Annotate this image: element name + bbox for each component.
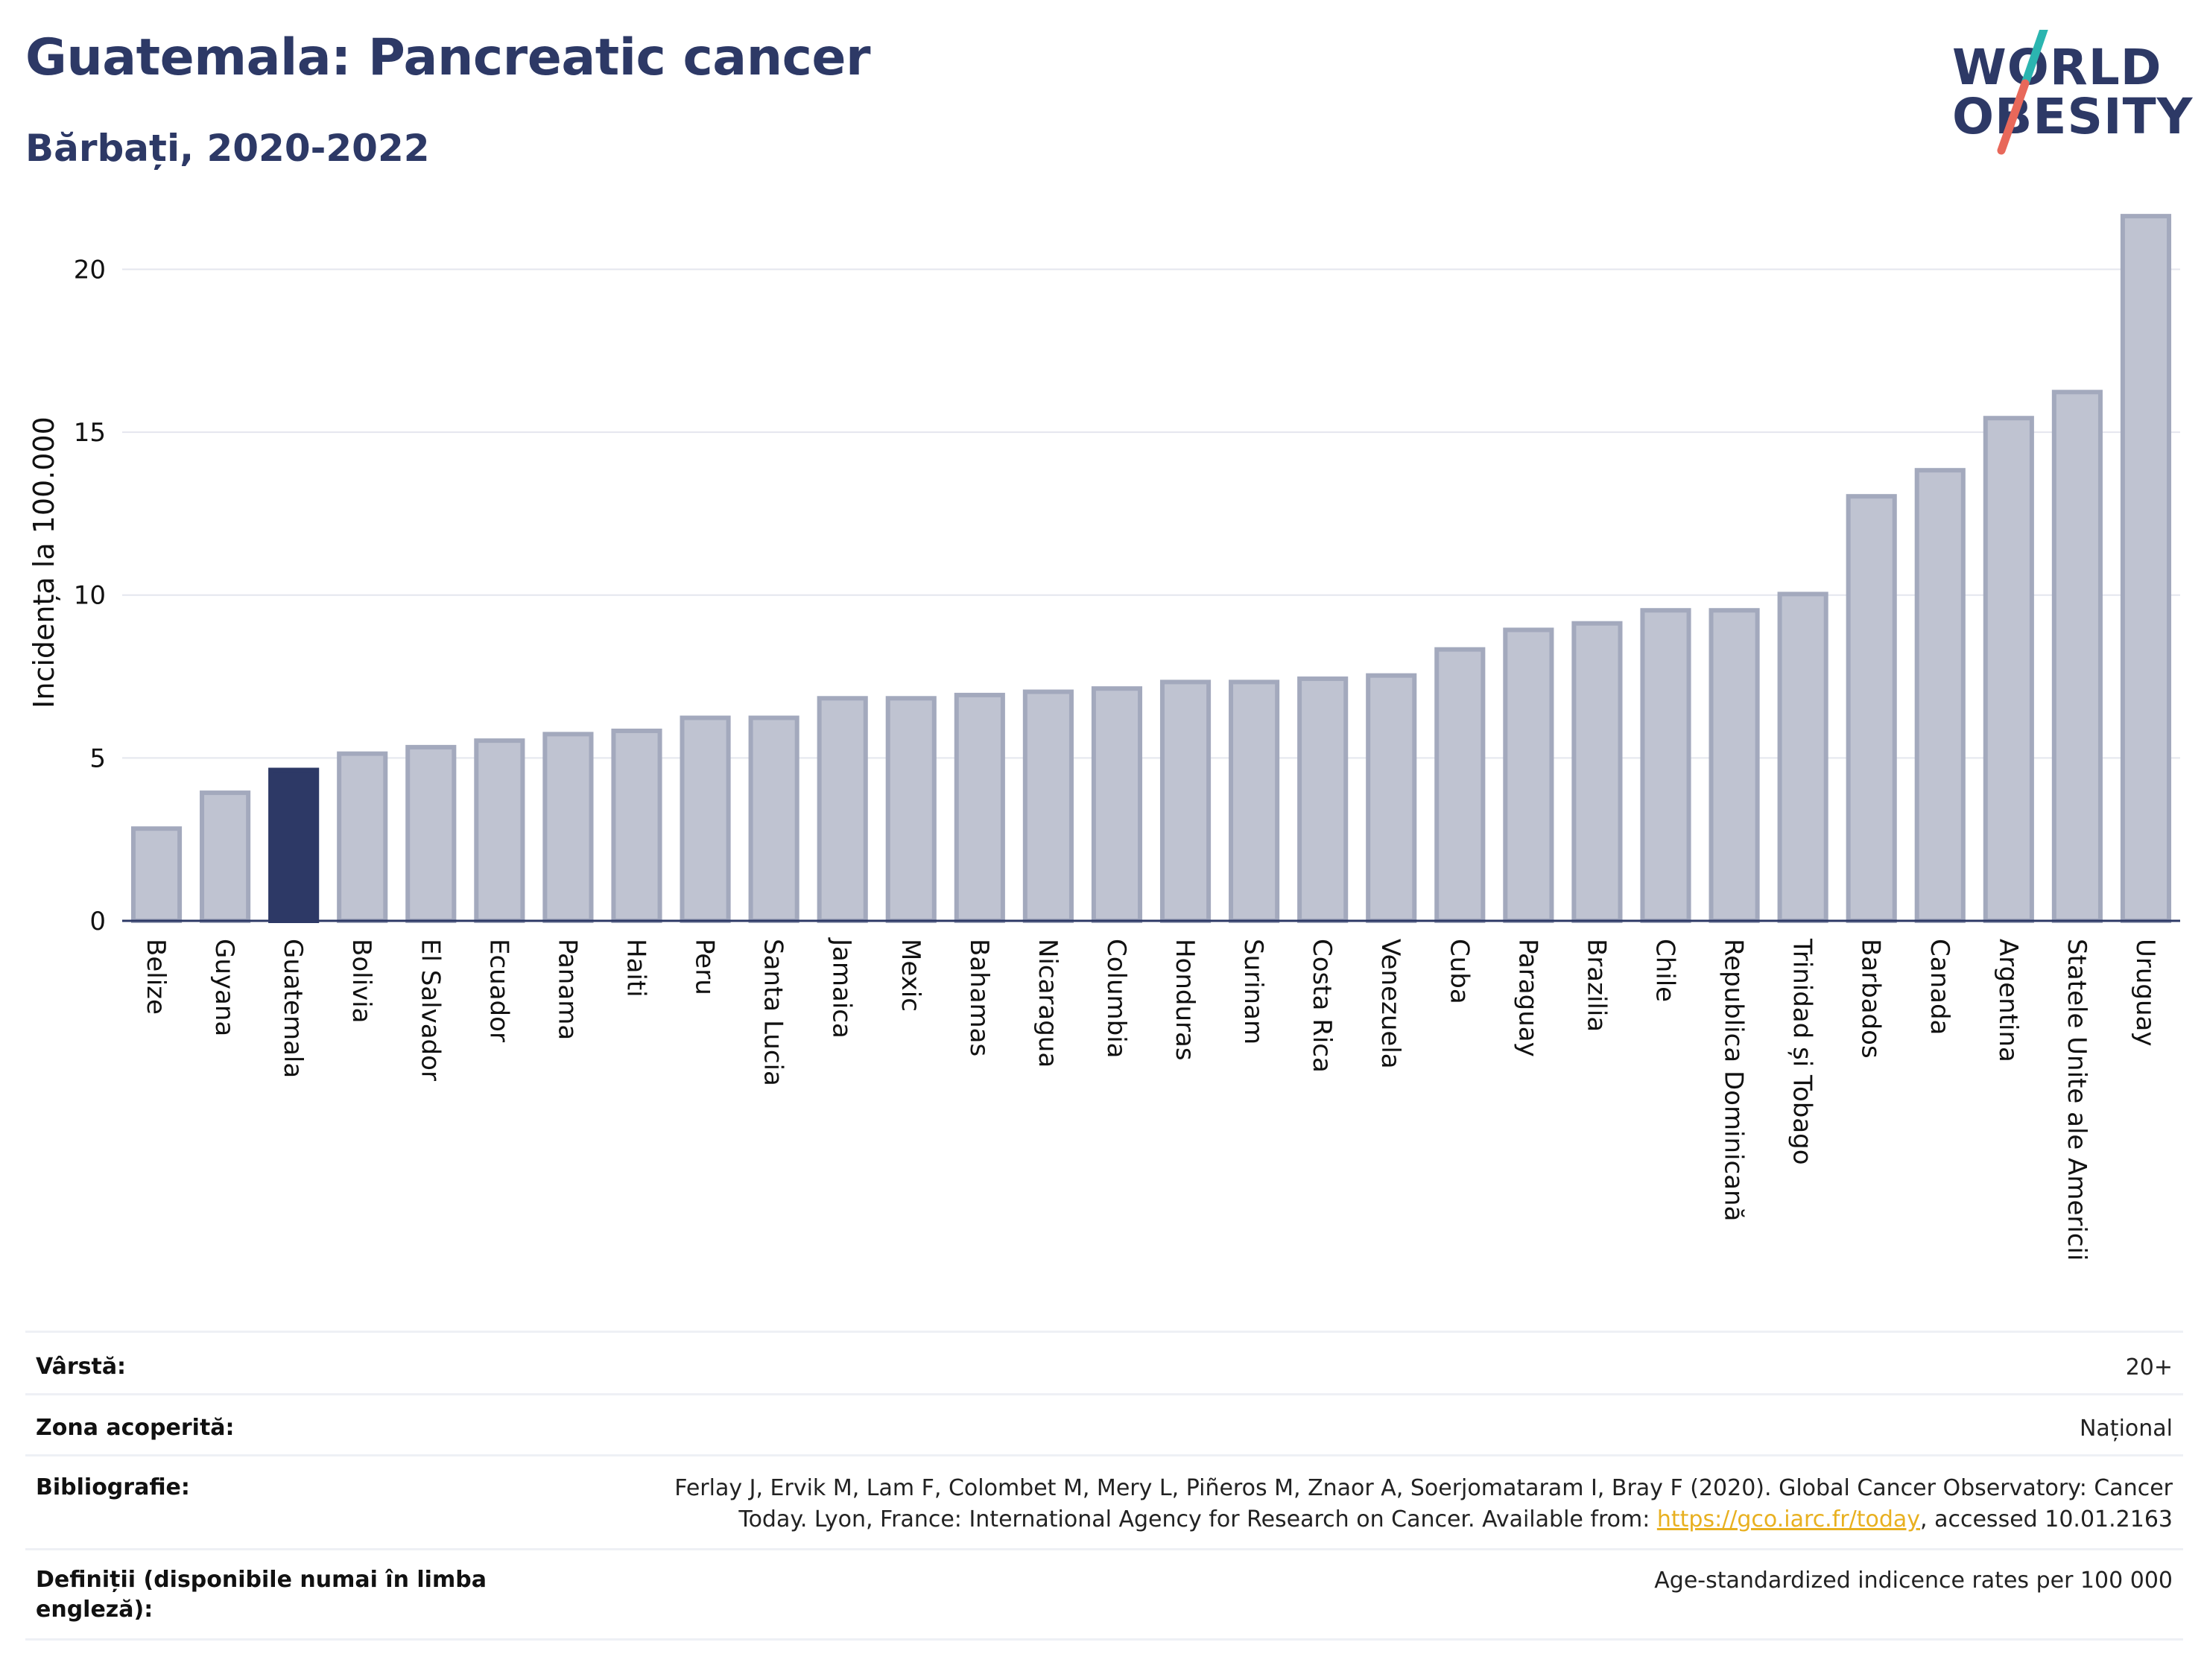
bar	[817, 696, 868, 923]
bar	[748, 715, 799, 923]
bar	[954, 692, 1005, 924]
info-row-age: Vârstă: 20+	[25, 1331, 2183, 1393]
bar	[1503, 627, 1554, 923]
x-tick-label: Ecuador	[484, 939, 513, 1042]
x-tick-label: Nicaragua	[1033, 939, 1063, 1068]
x-tick-label: Guatemala	[278, 939, 308, 1078]
x-tick-label: Haiti	[621, 939, 651, 998]
bar	[1091, 686, 1143, 923]
info-table: Vârstă: 20+ Zona acoperită: Național Bib…	[25, 1331, 2183, 1641]
x-tick-label: Guyana	[209, 939, 239, 1036]
bibliography-text: Ferlay J, Ervik M, Lam F, Colombet M, Me…	[674, 1473, 2173, 1535]
x-tick-label: Bahamas	[964, 939, 994, 1056]
y-tick-label: 15	[74, 418, 106, 448]
bibliography-line-2-end: , accessed 10.01.2163	[1920, 1506, 2173, 1532]
x-tick-label: Bolivia	[346, 939, 376, 1023]
y-axis-title: Incidența la 100.000	[28, 416, 60, 709]
x-tick-label: Canada	[1925, 939, 1954, 1035]
zone-value: Național	[2079, 1416, 2173, 1442]
bibliography-line-2-start: Today. Lyon, France: International Agenc…	[738, 1506, 1657, 1532]
bibliography-line-2: Today. Lyon, France: International Agenc…	[674, 1504, 2173, 1535]
info-row-zone: Zona acoperită: Național	[25, 1393, 2183, 1454]
gco-link[interactable]: https://gco.iarc.fr/today	[1656, 1506, 1921, 1532]
bibliography-line-1: Ferlay J, Ervik M, Lam F, Colombet M, Me…	[674, 1475, 2173, 1501]
bar	[1229, 679, 1280, 923]
x-tick-label: Peru	[690, 939, 720, 995]
bar	[1297, 676, 1349, 924]
x-tick-label: Republica Dominicană	[1719, 939, 1749, 1221]
bar	[1022, 689, 1074, 923]
x-tick-label: Venezuela	[1375, 939, 1405, 1069]
bar-highlight	[268, 767, 320, 923]
chart-title: Guatemala: Pancreatic cancer	[25, 28, 871, 87]
bar	[200, 790, 251, 923]
x-tick-label: Chile	[1650, 939, 1680, 1002]
x-tick-label: Panama	[552, 939, 582, 1040]
x-tick-label: Uruguay	[2130, 939, 2160, 1047]
bar	[1914, 468, 1966, 923]
x-tick-label: Paraguay	[1513, 939, 1542, 1057]
bar	[542, 732, 594, 924]
bibliography-label: Bibliografie:	[36, 1474, 190, 1500]
definitions-label: Definiții (disponibile numai în limba en…	[36, 1567, 487, 1623]
y-tick-label: 20	[74, 255, 106, 285]
zone-label: Zona acoperită:	[36, 1415, 235, 1441]
bar	[1366, 673, 1417, 923]
x-tick-label: Cuba	[1444, 939, 1474, 1004]
bar	[1434, 647, 1486, 923]
bar	[337, 751, 388, 923]
bar	[474, 738, 525, 923]
x-tick-label: Brazilia	[1581, 939, 1611, 1032]
chart-subtitle: Bărbați, 2020-2022	[25, 127, 430, 170]
x-tick-label: Jamaica	[827, 937, 857, 1039]
bar	[611, 729, 662, 923]
x-tick-label: Trinidad și Tobago	[1787, 938, 1817, 1165]
y-tick-label: 10	[74, 581, 106, 611]
bar-chart: 0 5 10 15 20 Incidența la 100.000 Belize Guyana…	[28, 214, 2180, 1261]
world-obesity-logo: WORLD OBESITY	[1937, 30, 2194, 156]
x-tick-label: Santa Lucia	[759, 939, 788, 1086]
logo-line2: OBESITY	[1952, 88, 2194, 145]
y-tick-label: 5	[89, 744, 106, 773]
bar	[1846, 494, 1897, 923]
x-tick-label: Statele Unite ale Americii	[2062, 939, 2091, 1261]
bar	[1640, 608, 1691, 924]
info-row-definitions: Definiții (disponibile numai în limba en…	[25, 1548, 2183, 1641]
x-tick-label: Surinam	[1238, 939, 1268, 1045]
age-value: 20+	[2125, 1354, 2173, 1381]
x-tick-label: Argentina	[1993, 939, 2023, 1062]
bar	[130, 826, 183, 924]
logo-line1: WORLD	[1952, 39, 2162, 96]
bar	[885, 696, 937, 923]
x-tick-label: El Salvador	[415, 939, 445, 1081]
x-tick-label: Mexic	[896, 939, 925, 1012]
y-tick-label: 0	[89, 907, 106, 936]
bar	[405, 744, 457, 924]
x-tick-label: Costa Rica	[1307, 939, 1337, 1073]
info-row-bibliography: Bibliografie: Ferlay J, Ervik M, Lam F, …	[25, 1454, 2183, 1548]
bar	[1777, 592, 1828, 923]
bar	[1571, 621, 1623, 924]
x-tick-label: Barbados	[1856, 939, 1886, 1059]
bar	[680, 715, 731, 923]
bar	[1709, 608, 1760, 924]
x-tick-label: Honduras	[1170, 939, 1200, 1061]
logo-slash-icon	[1997, 30, 2048, 155]
bar	[1983, 416, 2034, 923]
x-tick-label: Belize	[141, 939, 171, 1015]
age-label: Vârstă:	[36, 1354, 127, 1380]
x-tick-label: Columbia	[1101, 939, 1131, 1059]
bar	[2120, 214, 2172, 924]
bar	[1159, 679, 1212, 923]
bar	[2051, 390, 2103, 923]
definitions-value: Age-standardized indicence rates per 100…	[1654, 1568, 2173, 1594]
